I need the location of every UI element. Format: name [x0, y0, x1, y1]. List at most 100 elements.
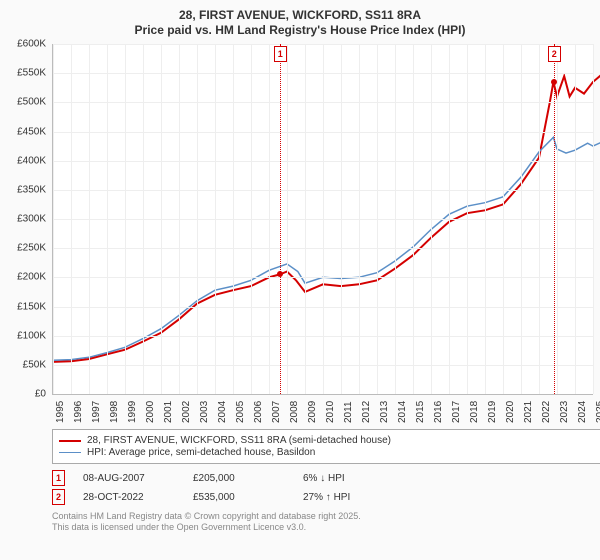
x-tick-label: 2011 — [343, 401, 354, 423]
y-tick-label: £300K — [6, 214, 46, 225]
y-tick-label: £0 — [6, 389, 46, 400]
x-tick-label: 2005 — [235, 401, 246, 423]
v-gridline — [359, 44, 360, 394]
v-gridline — [215, 44, 216, 394]
x-tick-label: 2019 — [487, 401, 498, 423]
v-gridline — [449, 44, 450, 394]
legend-row: 28, FIRST AVENUE, WICKFORD, SS11 8RA (se… — [59, 435, 595, 446]
v-gridline — [485, 44, 486, 394]
v-gridline — [503, 44, 504, 394]
legend-swatch — [59, 452, 81, 453]
legend-label: 28, FIRST AVENUE, WICKFORD, SS11 8RA (se… — [87, 435, 391, 446]
y-tick-label: £250K — [6, 243, 46, 254]
y-tick-label: £200K — [6, 272, 46, 283]
x-tick-label: 2006 — [253, 401, 264, 423]
marker-box: 2 — [548, 46, 561, 62]
plot-area: 12 — [52, 44, 593, 395]
y-tick-label: £600K — [6, 39, 46, 50]
x-tick-label: 2002 — [181, 401, 192, 423]
x-tick-label: 2008 — [289, 401, 300, 423]
v-gridline — [539, 44, 540, 394]
v-gridline — [305, 44, 306, 394]
v-gridline — [251, 44, 252, 394]
event-row: 2 28-OCT-2022 £535,000 27% ↑ HPI — [52, 489, 592, 505]
legend: 28, FIRST AVENUE, WICKFORD, SS11 8RA (se… — [52, 429, 600, 464]
x-tick-label: 2024 — [577, 401, 588, 423]
v-gridline — [341, 44, 342, 394]
x-axis: 1995199619971998199920002001200220032004… — [52, 395, 592, 427]
v-gridline — [53, 44, 54, 394]
v-gridline — [233, 44, 234, 394]
x-tick-label: 2013 — [379, 401, 390, 423]
x-tick-label: 2003 — [199, 401, 210, 423]
x-tick-label: 2020 — [505, 401, 516, 423]
x-tick-label: 2018 — [469, 401, 480, 423]
event-marker-box: 2 — [52, 489, 65, 505]
title-line1: 28, FIRST AVENUE, WICKFORD, SS11 8RA — [10, 8, 590, 23]
legend-row: HPI: Average price, semi-detached house,… — [59, 447, 595, 458]
x-tick-label: 1995 — [55, 401, 66, 423]
footnote-l1: Contains HM Land Registry data © Crown c… — [52, 511, 590, 522]
v-gridline — [431, 44, 432, 394]
v-gridline — [197, 44, 198, 394]
v-gridline — [125, 44, 126, 394]
x-tick-label: 2010 — [325, 401, 336, 423]
y-tick-label: £550K — [6, 68, 46, 79]
v-gridline — [323, 44, 324, 394]
y-tick-label: £400K — [6, 155, 46, 166]
x-tick-label: 2017 — [451, 401, 462, 423]
chart-title: 28, FIRST AVENUE, WICKFORD, SS11 8RA Pri… — [10, 8, 590, 38]
v-gridline — [413, 44, 414, 394]
event-date: 08-AUG-2007 — [83, 473, 175, 484]
v-gridline — [71, 44, 72, 394]
v-gridline — [575, 44, 576, 394]
y-tick-label: £100K — [6, 330, 46, 341]
x-tick-label: 2023 — [559, 401, 570, 423]
title-line2: Price paid vs. HM Land Registry's House … — [10, 23, 590, 38]
x-tick-label: 2009 — [307, 401, 318, 423]
v-gridline — [395, 44, 396, 394]
x-tick-label: 2021 — [523, 401, 534, 423]
y-tick-label: £500K — [6, 97, 46, 108]
event-price: £535,000 — [193, 492, 285, 503]
x-tick-label: 2012 — [361, 401, 372, 423]
event-price: £205,000 — [193, 473, 285, 484]
x-tick-label: 1996 — [73, 401, 84, 423]
chart-container: 28, FIRST AVENUE, WICKFORD, SS11 8RA Pri… — [0, 0, 600, 560]
footnote-l2: This data is licensed under the Open Gov… — [52, 522, 590, 533]
v-gridline — [377, 44, 378, 394]
v-gridline — [179, 44, 180, 394]
x-tick-label: 1997 — [91, 401, 102, 423]
x-tick-label: 2015 — [415, 401, 426, 423]
marker-box: 1 — [274, 46, 287, 62]
y-tick-label: £450K — [6, 126, 46, 137]
v-gridline — [593, 44, 594, 394]
event-marker-box: 1 — [52, 470, 65, 486]
v-gridline — [521, 44, 522, 394]
v-gridline — [107, 44, 108, 394]
x-tick-label: 2014 — [397, 401, 408, 423]
v-gridline — [557, 44, 558, 394]
y-tick-label: £50K — [6, 359, 46, 370]
v-gridline — [269, 44, 270, 394]
footnote: Contains HM Land Registry data © Crown c… — [52, 511, 590, 533]
marker-line — [554, 44, 555, 394]
v-gridline — [287, 44, 288, 394]
x-tick-label: 2016 — [433, 401, 444, 423]
x-tick-label: 2007 — [271, 401, 282, 423]
x-tick-label: 2001 — [163, 401, 174, 423]
v-gridline — [467, 44, 468, 394]
x-tick-label: 1998 — [109, 401, 120, 423]
event-row: 108-AUG-2007£205,0006% ↓ HPI — [52, 470, 592, 486]
v-gridline — [143, 44, 144, 394]
marker-line — [280, 44, 281, 394]
event-delta: 27% ↑ HPI — [303, 492, 350, 503]
marker-dot — [551, 79, 557, 85]
event-date: 28-OCT-2022 — [83, 492, 175, 503]
v-gridline — [89, 44, 90, 394]
legend-label: HPI: Average price, semi-detached house,… — [87, 447, 315, 458]
event-table: 108-AUG-2007£205,0006% ↓ HPI228-OCT-2022… — [52, 470, 592, 505]
x-tick-label: 2000 — [145, 401, 156, 423]
x-tick-label: 2022 — [541, 401, 552, 423]
x-tick-label: 1999 — [127, 401, 138, 423]
